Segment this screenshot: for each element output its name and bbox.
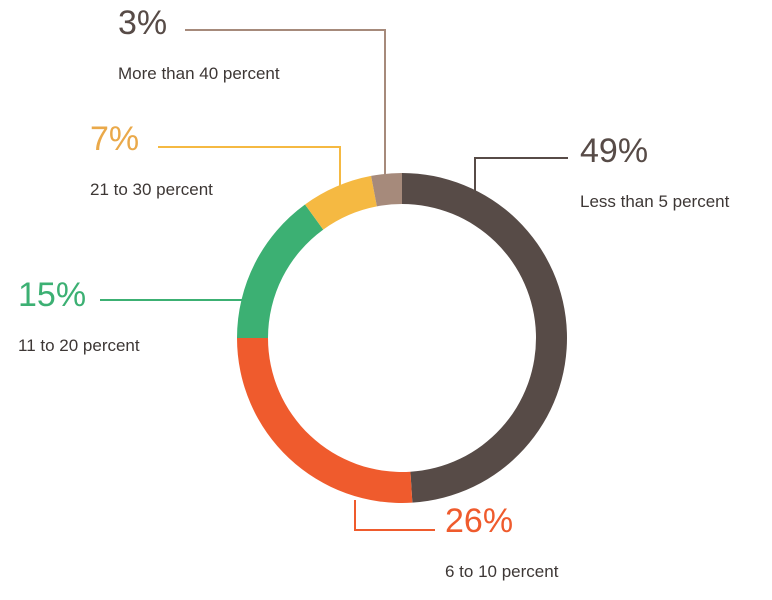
category-label: More than 40 percent xyxy=(118,64,280,83)
donut-segment xyxy=(237,204,324,338)
category-label: Less than 5 percent xyxy=(580,192,730,211)
donut-segment xyxy=(237,338,413,503)
value-label: 3% xyxy=(118,4,167,42)
value-label: 26% xyxy=(445,502,513,540)
category-label: 11 to 20 percent xyxy=(18,336,140,355)
category-label: 21 to 30 percent xyxy=(90,180,213,199)
value-label: 49% xyxy=(580,132,648,170)
value-label: 7% xyxy=(90,120,139,158)
donut-segment xyxy=(402,173,567,503)
donut-segment xyxy=(371,173,402,207)
leader-line xyxy=(474,157,568,192)
leader-line xyxy=(158,146,341,187)
value-label: 15% xyxy=(18,276,86,314)
leader-line xyxy=(354,500,435,531)
donut-segment xyxy=(305,175,377,230)
leader-line xyxy=(185,29,386,177)
category-label: 6 to 10 percent xyxy=(445,562,559,581)
